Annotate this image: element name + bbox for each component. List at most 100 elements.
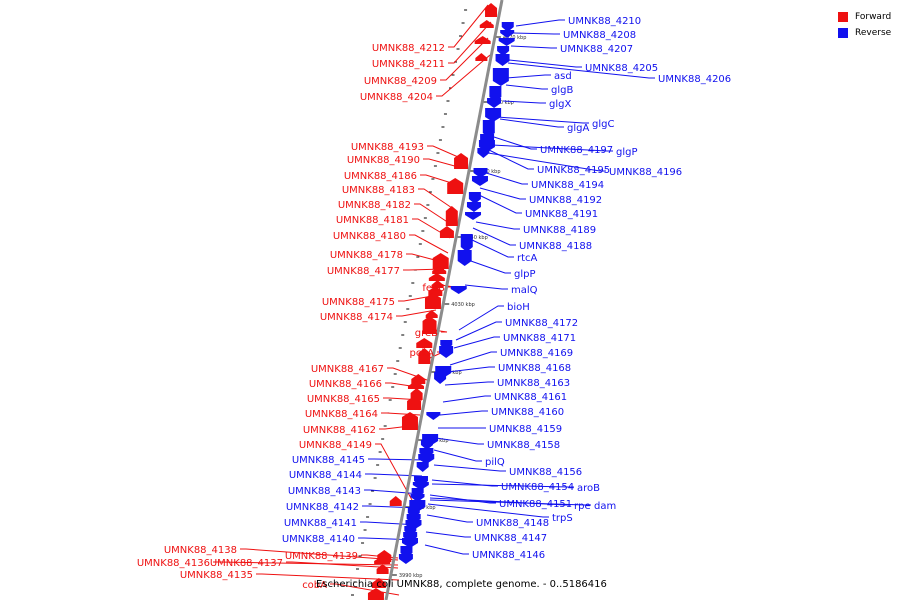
reverse-gene-label: rtcA (517, 253, 538, 264)
tick-label: 4030 kbp (451, 302, 475, 308)
forward-gene-block (439, 226, 454, 238)
forward-gene-label: UMNK88_4139 (285, 551, 358, 562)
reverse-leader-line (442, 395, 491, 403)
forward-gene-block (416, 338, 433, 348)
reverse-gene-label: asd (554, 71, 572, 82)
reverse-leader-line (453, 336, 500, 349)
forward-gene-label: UMNK88_4136 (137, 558, 210, 569)
reverse-leader-line (475, 221, 520, 230)
reverse-gene-label: UMNK88_4159 (489, 424, 562, 435)
reverse-leader-line (358, 537, 418, 541)
reverse-leader-line (499, 118, 564, 128)
reverse-gene-block (468, 192, 481, 204)
forward-leader-line (240, 548, 399, 561)
forward-gene-label: UMNK88_4186 (344, 171, 417, 182)
reverse-leader-line (427, 503, 549, 518)
tick-label: 3990 kbp (399, 573, 423, 579)
forward-leader-line (396, 309, 437, 317)
forward-leader-line (256, 573, 400, 581)
forward-leader-line (427, 145, 466, 161)
reverse-gene-label: rpe (574, 501, 591, 512)
reverse-leader-line (507, 62, 655, 79)
reverse-gene-label: UMNK88_4207 (560, 44, 633, 55)
forward-gene-label: UMNK88_4190 (347, 155, 420, 166)
reverse-leader-line (364, 489, 422, 495)
reverse-leader-line (449, 351, 497, 366)
reverse-gene-label: UMNK88_4210 (568, 16, 641, 27)
gene-labels: UMNK88_4212 UMNK88_4211 UMNK88_4209 UMNK88_… (137, 16, 731, 591)
forward-gene-label: cobA (302, 580, 327, 591)
reverse-leader-line (505, 84, 548, 90)
reverse-gene-block (465, 212, 482, 220)
reverse-gene-block (426, 412, 441, 420)
forward-gene-label: UMNK88_4162 (303, 425, 376, 436)
forward-gene-label: UMNK88_4211 (372, 59, 445, 70)
reverse-leader-line (467, 259, 511, 274)
reverse-gene-block (410, 494, 425, 502)
reverse-leader-line (365, 473, 423, 477)
reverse-gene-block (457, 250, 472, 266)
reverse-gene-label: UMNK88_4142 (286, 502, 359, 513)
reverse-gene-label: UMNK88_4194 (531, 180, 604, 191)
forward-gene-block (376, 564, 389, 574)
reverse-gene-label: UMNK88_4195 (537, 165, 610, 176)
reverse-gene-label: UMNK88_4145 (292, 455, 365, 466)
forward-gene-label: UMNK88_4165 (307, 394, 380, 405)
reverse-leader-line (429, 494, 496, 504)
forward-gene-label: UMNK88_4174 (320, 312, 393, 323)
reverse-leader-line (469, 238, 514, 258)
forward-leader-line (286, 561, 399, 569)
reverse-gene-block (402, 538, 419, 548)
forward-gene-block (454, 153, 469, 169)
reverse-gene-label: glgX (549, 99, 571, 110)
reverse-gene-label: bioH (507, 302, 530, 313)
forward-gene-label: UMNK88_4164 (305, 409, 378, 420)
forward-gene-label: UMNK88_4137 (210, 558, 283, 569)
reverse-gene-label: UMNK88_4206 (658, 74, 731, 85)
reverse-gene-label: UMNK88_4144 (289, 470, 362, 481)
forward-gene-block (424, 293, 441, 309)
genome-title: Escherichia coli UMNK88, complete genome… (316, 579, 607, 590)
reverse-gene-label: UMNK88_4143 (288, 486, 361, 497)
reverse-gene-block (434, 372, 447, 384)
legend-reverse-label: Reverse (855, 28, 892, 38)
reverse-gene-block (412, 482, 429, 490)
legend-reverse: Reverse (838, 25, 891, 41)
reverse-gene-label: UMNK88_4160 (491, 407, 564, 418)
reverse-gene-block (450, 286, 467, 294)
reverse-gene-label: UMNK88_4141 (284, 518, 357, 529)
reverse-gene-label: UMNK88_4168 (498, 363, 571, 374)
reverse-swatch (838, 28, 848, 38)
reverse-gene-block (473, 168, 488, 178)
forward-gene-block (418, 348, 431, 364)
forward-leader-line (403, 268, 445, 271)
reverse-gene-block (471, 176, 488, 186)
forward-gene-block (389, 496, 402, 506)
reverse-gene-block (498, 38, 515, 46)
reverse-leader-line (447, 366, 495, 373)
forward-leader-line (436, 54, 491, 97)
forward-gene-block (407, 396, 422, 410)
reverse-gene-block (495, 54, 510, 66)
forward-gene-block (445, 206, 458, 226)
forward-gene-label: greB (415, 328, 438, 339)
reverse-leader-line (478, 194, 522, 214)
forward-leader-line (448, 4, 489, 48)
forward-gene-label: UMNK88_4183 (342, 185, 415, 196)
forward-leader-line (412, 218, 451, 239)
reverse-leader-line (458, 305, 504, 331)
forward-gene-label: UMNK88_4212 (372, 43, 445, 54)
forward-gene-label: UMNK88_4166 (309, 379, 382, 390)
forward-leader-line (418, 188, 456, 211)
reverse-leader-line (435, 437, 484, 445)
tick-label: 4000 kbp (412, 505, 436, 511)
reverse-gene-label: trpS (552, 513, 573, 524)
legend: Forward Reverse (838, 9, 891, 41)
reverse-gene-label: dam (594, 501, 616, 512)
reverse-leader-line (431, 483, 574, 488)
forward-swatch (838, 12, 848, 22)
forward-gene-block (447, 178, 464, 194)
reverse-gene-label: UMNK88_4171 (503, 333, 576, 344)
forward-gene-block (435, 260, 448, 268)
forward-leader-line (375, 443, 413, 501)
